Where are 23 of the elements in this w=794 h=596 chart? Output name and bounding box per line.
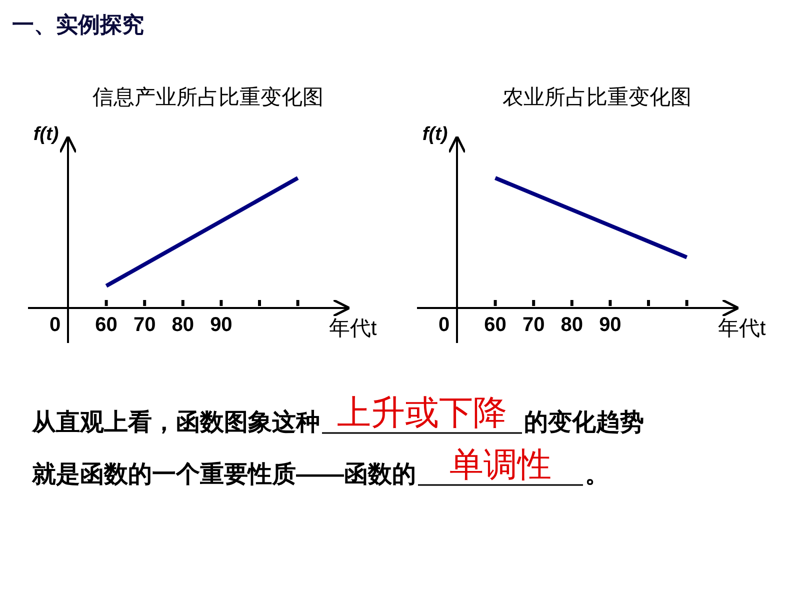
x-tick-label: 0 [438,314,450,336]
x-tick-label: 60 [95,314,118,336]
text: 从直观上看，函数图象这种 [31,409,320,436]
x-tick-label: 90 [599,314,622,336]
x-tick-label: 80 [172,314,194,336]
x-tick-label: 70 [522,314,545,336]
text: 的变化趋势 [524,409,644,436]
x-tick-label: 70 [133,314,156,336]
chart-title: 信息产业所占比重变化图 [92,86,324,109]
y-axis-title: f(t) [33,124,59,145]
x-axis-title: 年代t [328,317,377,340]
x-tick-label: 80 [560,314,584,336]
x-tick-label: 60 [484,314,506,336]
text: 。 [585,461,609,488]
text: 单调性 [450,446,552,484]
x-tick-label: 90 [210,314,232,336]
x-tick-label: 0 [49,314,61,336]
text: 上升或下降 [337,394,507,432]
y-axis-title: f(t) [422,124,448,145]
text: 一、实例探究 [12,12,144,37]
text: 就是函数的一个重要性质——函数的 [31,461,416,488]
x-axis-title: 年代t [718,317,766,340]
chart-title: 农业所占比重变化图 [502,86,692,109]
